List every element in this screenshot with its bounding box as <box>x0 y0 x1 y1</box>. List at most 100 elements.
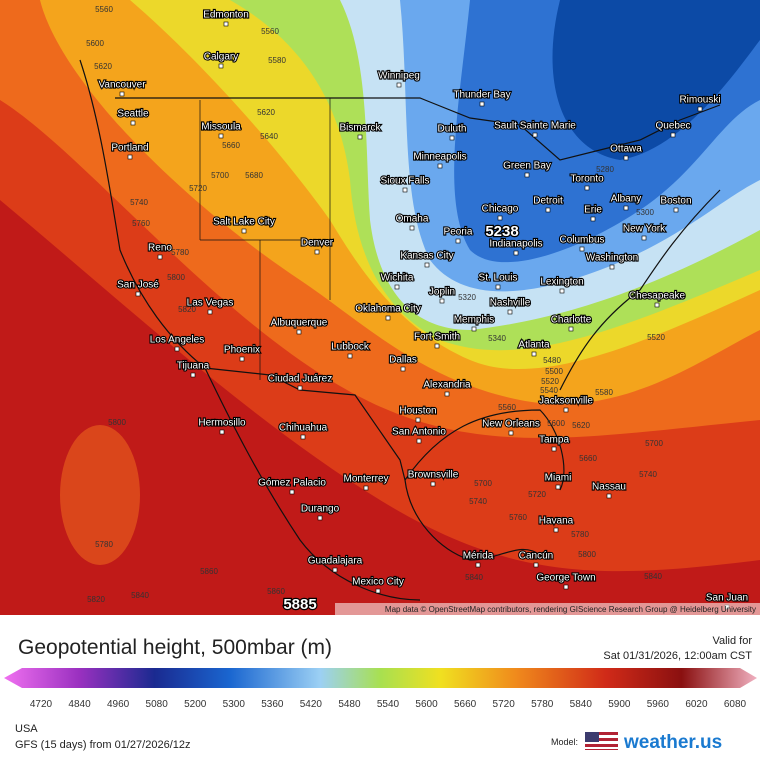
city-labels: Edmonton Calgary Winnipeg Thunder Bay Rimous… <box>97 9 749 610</box>
city-marker <box>434 343 440 349</box>
city-label: Minneapolis <box>413 152 466 163</box>
city-marker <box>430 481 436 487</box>
city-marker <box>568 326 574 332</box>
minimum-label: 5238 <box>485 223 518 240</box>
city-label: Joplin <box>429 287 455 298</box>
city-label: Mexico City <box>352 577 404 588</box>
legend-ticks: 4720 4840 4960 5080 5200 5300 5360 5420 5480 5540… <box>30 699 747 710</box>
legend-tick-label: 5960 <box>647 699 670 710</box>
contour-label: 5500 <box>545 367 563 376</box>
city-label: Lexington <box>540 277 583 288</box>
contour-label: 5300 <box>636 208 654 217</box>
city-marker <box>218 63 224 69</box>
city-marker <box>190 372 196 378</box>
city-label: Durango <box>301 504 340 515</box>
legend-tick-label: 5540 <box>377 699 400 710</box>
map: 5560 5600 5620 5560 5580 5620 5640 5660 5680 5700… <box>0 0 760 615</box>
city-marker <box>533 562 539 568</box>
brand: weather.us <box>623 732 722 753</box>
valid-label: Valid for <box>712 635 752 647</box>
city-marker <box>471 326 477 332</box>
city-marker <box>363 485 369 491</box>
contour-label: 5640 <box>260 132 278 141</box>
city-marker <box>400 366 406 372</box>
city-label: New Orleans <box>482 419 540 430</box>
city-marker <box>409 225 415 231</box>
city-label: Duluth <box>438 124 467 135</box>
city-marker <box>670 132 676 138</box>
city-marker <box>385 315 391 321</box>
contour-label: 5740 <box>639 470 657 479</box>
city-label: Columbus <box>559 235 604 246</box>
city-label: Ciudad Juárez <box>268 374 332 385</box>
city-marker <box>241 228 247 234</box>
city-label: San Juan <box>706 593 748 604</box>
contour-label: 5720 <box>528 490 546 499</box>
city-marker <box>239 356 245 362</box>
city-marker <box>609 264 615 270</box>
city-label: Toronto <box>570 174 604 185</box>
city-label: San José <box>117 280 159 291</box>
city-label: Detroit <box>533 196 563 207</box>
city-label: Portland <box>111 143 148 154</box>
city-label: Charlotte <box>551 315 592 326</box>
city-marker <box>455 238 461 244</box>
city-marker <box>218 133 224 139</box>
city-marker <box>513 250 519 256</box>
legend-tick-label: 6080 <box>724 699 747 710</box>
city-marker <box>559 288 565 294</box>
city-label: Fort Smith <box>414 332 460 343</box>
city-label: Green Bay <box>503 161 551 172</box>
city-label: Kansas City <box>400 251 453 262</box>
legend-tick-label: 5200 <box>184 699 207 710</box>
contour-label: 5760 <box>509 513 527 522</box>
city-marker <box>697 106 703 112</box>
city-label: Monterrey <box>343 474 388 485</box>
legend-tick-label: 5300 <box>223 699 246 710</box>
legend-tick-label: 4720 <box>30 699 53 710</box>
legend-tick-label: 5600 <box>415 699 438 710</box>
city-marker <box>375 588 381 594</box>
contour-label: 5700 <box>211 171 229 180</box>
city-marker <box>317 515 323 521</box>
city-marker <box>641 235 647 241</box>
contour-label: 5800 <box>578 550 596 559</box>
city-label: Nashville <box>490 298 531 309</box>
contour-label: 5840 <box>131 591 149 600</box>
city-marker <box>223 21 229 27</box>
city-marker <box>127 154 133 160</box>
contour-label: 5720 <box>189 184 207 193</box>
city-marker <box>555 484 561 490</box>
city-marker <box>219 429 225 435</box>
city-marker <box>297 385 303 391</box>
contour-label: 5560 <box>95 5 113 14</box>
city-marker <box>444 391 450 397</box>
legend-tick-label: 5660 <box>454 699 477 710</box>
city-marker <box>563 584 569 590</box>
contour-label: 5620 <box>572 421 590 430</box>
city-marker <box>439 298 445 304</box>
city-marker <box>584 185 590 191</box>
city-marker <box>416 438 422 444</box>
contour-label: 5520 <box>647 333 665 342</box>
city-marker <box>289 489 295 495</box>
city-marker <box>579 246 585 252</box>
model-label: Model: <box>551 737 578 747</box>
contour-label: 5660 <box>579 454 597 463</box>
city-marker <box>174 346 180 352</box>
city-label: Mérida <box>463 551 494 562</box>
city-marker <box>507 309 513 315</box>
city-marker <box>531 351 537 357</box>
city-label: San Antonio <box>392 427 446 438</box>
city-marker <box>497 215 503 221</box>
city-label: Quebec <box>655 121 690 132</box>
city-marker <box>495 284 501 290</box>
city-marker <box>402 187 408 193</box>
city-label: New York <box>623 224 666 235</box>
city-label: Reno <box>148 243 172 254</box>
contour-label: 5680 <box>245 171 263 180</box>
city-marker <box>524 172 530 178</box>
contour-label: 5580 <box>268 56 286 65</box>
